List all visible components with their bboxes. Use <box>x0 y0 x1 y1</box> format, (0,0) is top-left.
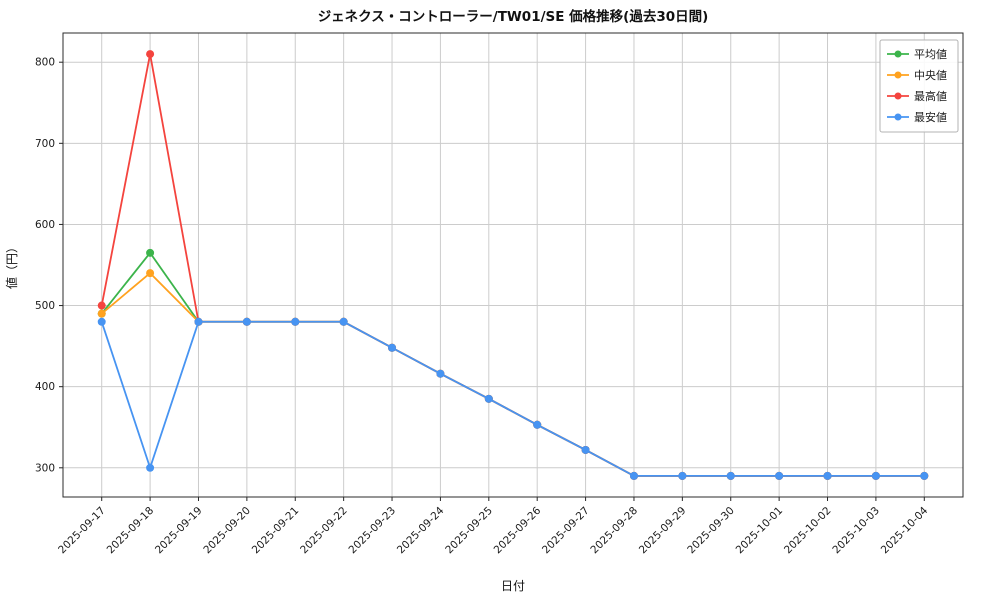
data-point-highest <box>146 50 155 59</box>
x-tick-label: 2025-09-24 <box>395 504 447 556</box>
y-tick-label: 400 <box>35 381 55 393</box>
series-layer <box>97 50 929 480</box>
data-point-highest <box>97 301 106 310</box>
series-line-lowest <box>100 320 925 477</box>
data-point-median <box>146 269 155 278</box>
axis-layer: 2025-09-172025-09-182025-09-192025-09-20… <box>35 57 931 557</box>
x-tick-label: 2025-10-02 <box>782 505 834 557</box>
y-tick-label: 600 <box>35 219 55 231</box>
x-tick-label: 2025-09-30 <box>685 505 737 557</box>
data-point-lowest <box>775 471 784 480</box>
x-tick-label: 2025-09-17 <box>56 505 108 557</box>
y-axis-label: 値（円） <box>4 241 19 289</box>
x-tick-label: 2025-09-26 <box>492 504 544 556</box>
data-point-lowest <box>97 317 106 326</box>
data-point-lowest <box>871 471 880 480</box>
data-point-lowest <box>194 317 203 326</box>
x-tick-label: 2025-09-20 <box>201 505 253 557</box>
data-point-lowest <box>484 394 493 403</box>
legend-label-highest: 最高値 <box>914 89 947 103</box>
data-point-lowest <box>146 463 155 472</box>
x-tick-label: 2025-09-27 <box>540 505 592 557</box>
y-tick-label: 500 <box>35 300 55 312</box>
y-tick-label: 700 <box>35 138 55 150</box>
x-axis-label: 日付 <box>501 579 525 593</box>
data-point-lowest <box>533 420 542 429</box>
legend-marker-highest <box>894 92 902 100</box>
x-tick-label: 2025-09-29 <box>637 505 689 557</box>
data-point-lowest <box>678 471 687 480</box>
y-tick-label: 300 <box>35 462 55 474</box>
data-point-lowest <box>726 471 735 480</box>
legend-label-lowest: 最安値 <box>914 110 947 124</box>
legend-label-average: 平均値 <box>914 48 947 61</box>
x-tick-label: 2025-09-18 <box>105 505 157 557</box>
series-line-median <box>101 271 925 477</box>
data-point-lowest <box>339 317 348 326</box>
data-point-lowest <box>291 317 300 326</box>
x-tick-label: 2025-10-01 <box>734 505 786 557</box>
data-point-lowest <box>436 369 445 378</box>
x-tick-label: 2025-09-21 <box>250 505 302 557</box>
legend-marker-average <box>894 50 902 58</box>
legend-marker-lowest <box>894 113 902 121</box>
x-tick-label: 2025-09-22 <box>298 505 350 557</box>
x-tick-label: 2025-10-04 <box>879 504 931 556</box>
x-tick-label: 2025-09-23 <box>347 505 399 557</box>
x-tick-label: 2025-09-28 <box>588 505 640 557</box>
legend-marker-median <box>894 71 902 79</box>
y-tick-label: 800 <box>35 57 55 69</box>
data-point-lowest <box>581 445 590 454</box>
plot-border <box>62 32 964 498</box>
x-tick-label: 2025-09-19 <box>153 505 205 557</box>
x-tick-label: 2025-10-03 <box>830 505 882 557</box>
data-point-lowest <box>629 471 638 480</box>
legend-label-median: 中央値 <box>914 69 947 82</box>
x-tick-label: 2025-09-25 <box>443 505 495 557</box>
data-point-lowest <box>823 471 832 480</box>
data-point-lowest <box>388 343 397 352</box>
grid-layer <box>63 33 963 497</box>
series-line-average <box>101 251 925 477</box>
data-point-lowest <box>242 317 251 326</box>
chart-title: ジェネクス・コントローラー/TW01/SE 価格推移(過去30日間) <box>318 8 709 25</box>
data-point-median <box>97 309 106 318</box>
legend-box <box>879 39 959 133</box>
data-point-lowest <box>920 471 929 480</box>
data-point-average <box>146 248 155 257</box>
